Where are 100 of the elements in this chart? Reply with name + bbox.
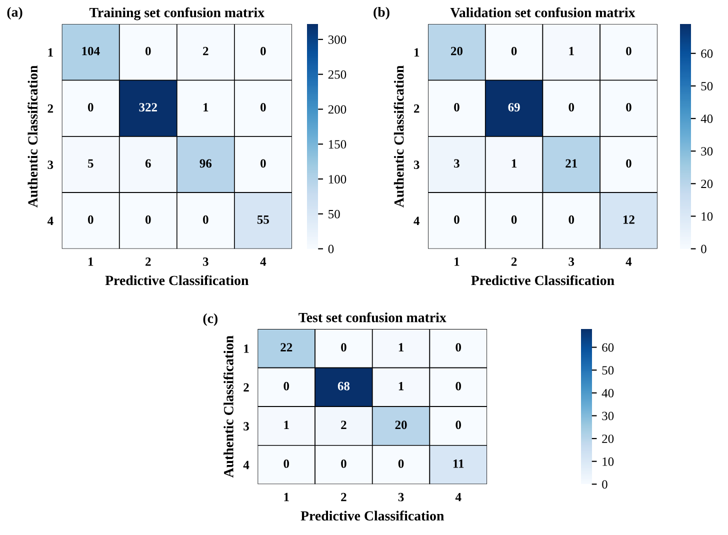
color-bar-label: 40 [700, 114, 713, 123]
data-label: 22 [280, 343, 292, 352]
data-label: 96 [200, 159, 212, 168]
x-tick-label: 2 [511, 258, 517, 266]
color-bar-label: 50 [328, 210, 340, 218]
data-label: 0 [568, 103, 574, 112]
data-label: 1 [204, 103, 208, 112]
color-bar-label: 20 [602, 434, 614, 444]
color-bar-label: 0 [328, 244, 334, 254]
data-label: 0 [454, 215, 460, 224]
data-label: 3 [454, 159, 460, 168]
y-tick-label: 4 [47, 216, 54, 226]
data-label: 0 [626, 103, 632, 112]
data-label: 0 [88, 215, 94, 224]
x-axis-title: Predictive Classification [471, 275, 614, 286]
data-label: 20 [395, 420, 407, 430]
x-tick-label: 1 [284, 492, 289, 502]
data-label: 1 [398, 343, 404, 352]
y-tick-label: 4 [414, 216, 420, 226]
data-label: 11 [453, 460, 464, 468]
data-label: 68 [338, 382, 350, 390]
x-tick-label: 3 [398, 492, 404, 502]
color-bar-label: 60 [602, 343, 614, 352]
text: (b) [374, 6, 390, 20]
y-axis-title: Authentic Classification [28, 65, 38, 208]
data-label: 0 [284, 382, 290, 390]
data-label: 0 [341, 459, 346, 468]
data-label: 0 [456, 420, 462, 430]
chart-title: Validation set confusion matrix [450, 7, 636, 18]
y-tick-label: 3 [414, 160, 420, 169]
y-tick-label: 2 [414, 104, 420, 113]
data-label: 1 [569, 46, 574, 56]
x-tick-label: 4 [260, 258, 266, 266]
data-label: 104 [82, 46, 100, 56]
data-label: 69 [508, 103, 520, 112]
color-bar-label: 150 [328, 140, 346, 149]
data-label: 0 [260, 46, 266, 56]
y-tick-label: 3 [244, 422, 249, 430]
color-bar-label: 0 [602, 480, 608, 489]
y-tick-label: 4 [243, 460, 250, 470]
data-label: 0 [284, 459, 290, 468]
y-tick-label: 1 [244, 344, 249, 353]
color-bar-label: 40 [602, 388, 614, 398]
color-bar-label: 250 [328, 70, 346, 79]
x-tick-label: 1 [454, 258, 460, 266]
data-label: 55 [257, 216, 269, 224]
data-label: 5 [88, 159, 94, 168]
data-label: 0 [260, 103, 266, 112]
y-tick-label: 2 [244, 383, 249, 392]
color-bar-label: 60 [701, 49, 713, 58]
data-label: 0 [88, 103, 94, 112]
data-label: 0 [203, 215, 208, 224]
y-tick-label: 3 [48, 160, 54, 169]
text: (c) [203, 313, 218, 326]
data-label: 0 [511, 46, 517, 56]
color-bar-label: 50 [701, 82, 713, 90]
color-bar-label: 30 [602, 412, 614, 420]
data-label: 0 [146, 215, 151, 224]
data-label: 1 [284, 420, 289, 429]
color-bar-label: 0 [701, 244, 706, 254]
x-tick-label: 4 [626, 258, 632, 266]
y-tick-label: 1 [414, 48, 420, 56]
data-label: 0 [146, 46, 151, 56]
x-tick-label: 1 [88, 258, 94, 266]
y-tick-label: 2 [48, 104, 54, 113]
chart-title: Training set confusion matrix [89, 7, 264, 20]
text: (a) [7, 6, 22, 20]
color-bar-label: 30 [701, 147, 713, 156]
x-tick-label: 3 [568, 258, 574, 266]
color-bar-label: 10 [602, 457, 614, 466]
data-label: 6 [145, 159, 151, 168]
data-label: 0 [626, 46, 632, 56]
data-label: 0 [398, 459, 404, 468]
x-tick-label: 2 [146, 258, 151, 266]
color-bar-label: 10 [702, 212, 713, 221]
data-label: 0 [456, 343, 462, 352]
data-label: 0 [260, 159, 266, 168]
color-bar-label: 100 [328, 175, 346, 184]
x-axis-title: Predictive Classification [300, 510, 444, 521]
data-label: 322 [139, 103, 157, 112]
x-axis-title: Predictive Classification [105, 275, 249, 286]
data-label: 2 [341, 420, 346, 429]
color-bar-label: 200 [328, 105, 346, 114]
data-label: 0 [568, 215, 574, 224]
data-label: 1 [512, 159, 517, 168]
y-axis-title: Authentic Classification [223, 336, 234, 478]
data-label: 0 [456, 382, 462, 390]
data-label: 21 [566, 159, 577, 168]
x-tick-label: 3 [203, 258, 208, 266]
data-label: 20 [451, 46, 462, 56]
data-label: 0 [626, 159, 632, 168]
color-bar-label: 300 [328, 35, 346, 44]
data-label: 12 [623, 215, 634, 224]
x-tick-label: 2 [341, 492, 346, 502]
data-label: 2 [203, 46, 208, 56]
data-label: 0 [341, 343, 346, 352]
x-tick-label: 4 [455, 492, 462, 502]
y-axis-title: Authentic Classification [394, 65, 404, 208]
data-label: 0 [454, 103, 460, 112]
chart-title: Test set confusion matrix [298, 312, 446, 322]
